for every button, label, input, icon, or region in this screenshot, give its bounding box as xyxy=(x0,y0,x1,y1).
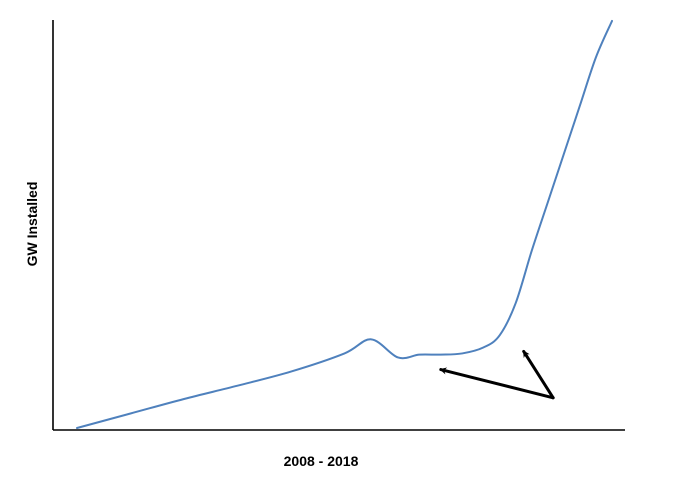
annotation-arrow-1 xyxy=(522,349,555,400)
series-layer xyxy=(76,19,613,429)
y-axis-label: GW Installed xyxy=(24,182,40,267)
annotation-layer xyxy=(439,349,555,400)
x-axis-label: 2008 - 2018 xyxy=(284,453,359,469)
annotation-arrow-0 xyxy=(439,367,555,400)
series-line-0 xyxy=(76,19,613,429)
